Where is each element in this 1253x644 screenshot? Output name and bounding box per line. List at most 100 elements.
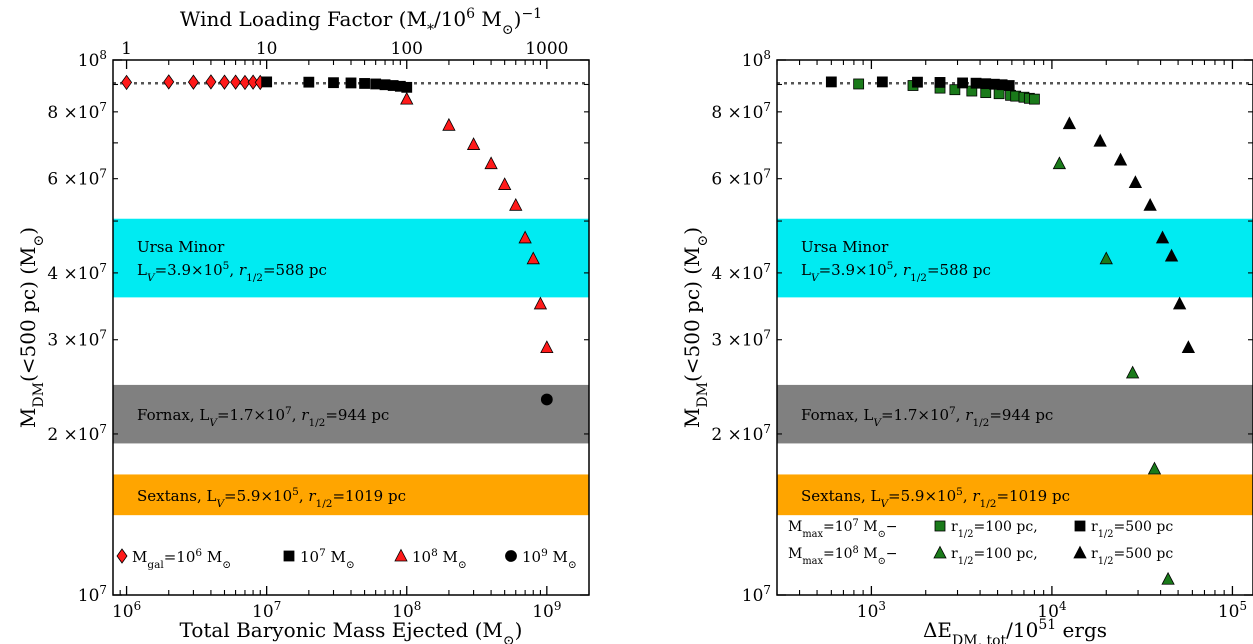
band-ursa-minor: [777, 218, 1253, 298]
band-sextans: [113, 474, 589, 516]
legend-row-1-a: r1/2=100 pc,: [951, 519, 1038, 540]
legend-gal-1e6-marker: [116, 548, 128, 564]
x-tick-label: 109: [532, 599, 561, 622]
data-point-square: [303, 76, 315, 88]
y-tick-label: 4 ×107: [711, 261, 771, 284]
data-point-diamond: [187, 74, 199, 90]
data-point-triangle: [1143, 197, 1157, 211]
data-point-triangle: [1062, 116, 1077, 130]
top-axis-label: Wind Loading Factor (M*/106 M⊙)−1: [180, 6, 542, 38]
top-tick-label: 100: [391, 39, 423, 59]
band-detail-ursa-minor: LV=3.9×105, r1/2=588 pc: [137, 260, 327, 284]
data-point-diamond: [239, 74, 251, 91]
y-axis-label: MDM(<500 pc) (M⊙): [16, 227, 47, 428]
data-point-square: [401, 81, 413, 93]
band-fornax: [113, 384, 589, 444]
legend-gal-1e8-marker: [394, 548, 408, 562]
x-tick-label: 103: [857, 599, 886, 622]
data-point-square: [1003, 80, 1015, 91]
band-title-ursa-minor: Ursa Minor: [801, 238, 889, 256]
data-point-triangle: [1052, 156, 1067, 170]
data-point-square: [853, 78, 865, 90]
band-fornax: [777, 384, 1253, 444]
data-point-triangle: [1099, 251, 1113, 265]
data-point-triangle: [1147, 461, 1162, 475]
data-point-circle: [540, 393, 553, 406]
legend-label-gal-1e7: 107 M⊙: [300, 547, 355, 571]
legend-marker-black-triangle: [1073, 545, 1087, 559]
data-point-square: [370, 78, 382, 90]
data-point-triangle: [484, 156, 498, 170]
data-point-square: [934, 77, 946, 88]
data-point-triangle: [518, 230, 532, 244]
y-tick-label: 4 ×107: [47, 261, 107, 284]
data-point-diamond: [205, 74, 217, 90]
x-axis-label: Total Baryonic Mass Ejected (M⊙): [180, 618, 523, 644]
data-point-triangle: [442, 117, 456, 131]
legend-label-gal-1e9: 109 M⊙: [522, 547, 577, 571]
x-axis-label: ΔEDM, tot/1051 ergs: [923, 617, 1107, 644]
data-point-square: [970, 77, 982, 89]
band-sextans: [777, 474, 1253, 516]
legend-marker-green-square: [934, 520, 946, 532]
data-point-diamond: [247, 74, 259, 90]
data-point-triangle: [1155, 230, 1170, 244]
top-tick-label: 1000: [525, 39, 568, 59]
data-point-square: [949, 84, 961, 96]
y-tick-label: 6 ×107: [47, 167, 107, 190]
x-tick-label: 105: [1218, 599, 1247, 622]
data-point-square: [345, 77, 357, 89]
legend-label-gal-1e8: 108 M⊙: [412, 547, 467, 571]
legend-gal-1e9-marker: [505, 550, 517, 562]
data-point-square: [912, 76, 923, 88]
data-point-square: [876, 76, 888, 88]
data-point-square: [993, 88, 1005, 100]
data-point-triangle: [533, 296, 548, 310]
legend-gal-1e7-marker: [283, 550, 295, 562]
data-point-triangle: [1113, 152, 1128, 166]
band-label-fornax: Fornax, LV=1.7×107, r1/2=944 pc: [137, 405, 389, 429]
data-point-triangle: [1164, 248, 1179, 262]
data-point-diamond: [218, 74, 230, 90]
data-point-triangle: [1128, 175, 1143, 188]
plot-frame: [776, 59, 1253, 596]
right-panel: Ursa Minor LV=3.9×105, r1/2=588 pc Fornax,…: [680, 48, 1253, 644]
band-label-sextans: Sextans, LV=5.9×105, r1/2=1019 pc: [137, 486, 406, 510]
y-tick-label: 108: [78, 48, 107, 71]
top-tick-label: 1: [121, 39, 132, 59]
top-tick-label: 10: [256, 39, 278, 59]
data-point-triangle: [466, 137, 481, 150]
data-point-square: [825, 76, 837, 88]
legend-row-2-label: Mmax=108 M⊙−: [788, 545, 898, 567]
data-point-triangle: [509, 197, 523, 211]
data-point-square: [1029, 93, 1040, 105]
y-tick-label: 3 ×107: [711, 328, 771, 351]
y-tick-label: 108: [742, 48, 771, 71]
y-tick-label: 2 ×107: [711, 422, 771, 445]
band-label-sextans: Sextans, LV=5.9×105, r1/2=1019 pc: [801, 486, 1070, 510]
legend-row-1-label: Mmax=107 M⊙−: [788, 518, 898, 540]
band-detail-ursa-minor: LV=3.9×105, r1/2=588 pc: [801, 260, 991, 284]
data-point-triangle: [526, 251, 540, 265]
data-point-square: [359, 78, 370, 89]
data-point-square: [328, 77, 339, 89]
data-point-square: [957, 77, 968, 89]
data-point-triangle: [1172, 296, 1187, 310]
data-point-diamond: [121, 74, 133, 91]
data-point-triangle: [1093, 133, 1107, 147]
y-tick-label: 107: [742, 583, 771, 606]
legend-label-gal-1e6: Mgal=106 M⊙: [132, 547, 231, 571]
x-tick-label: 104: [1037, 599, 1066, 622]
data-point-triangle: [540, 340, 554, 354]
y-axis-label: MDM(<500 pc) (M⊙): [680, 227, 711, 428]
y-tick-label: 8 ×107: [711, 100, 771, 123]
legend-row-2-b: r1/2=500 pc: [1091, 546, 1173, 567]
data-point-diamond: [230, 74, 242, 90]
data-point-triangle: [498, 177, 512, 190]
y-tick-label: 8 ×107: [47, 100, 107, 123]
band-ursa-minor: [113, 218, 589, 298]
legend-row-2-a: r1/2=100 pc,: [951, 546, 1038, 567]
data-point-diamond: [163, 74, 175, 90]
y-tick-label: 3 ×107: [47, 328, 107, 351]
